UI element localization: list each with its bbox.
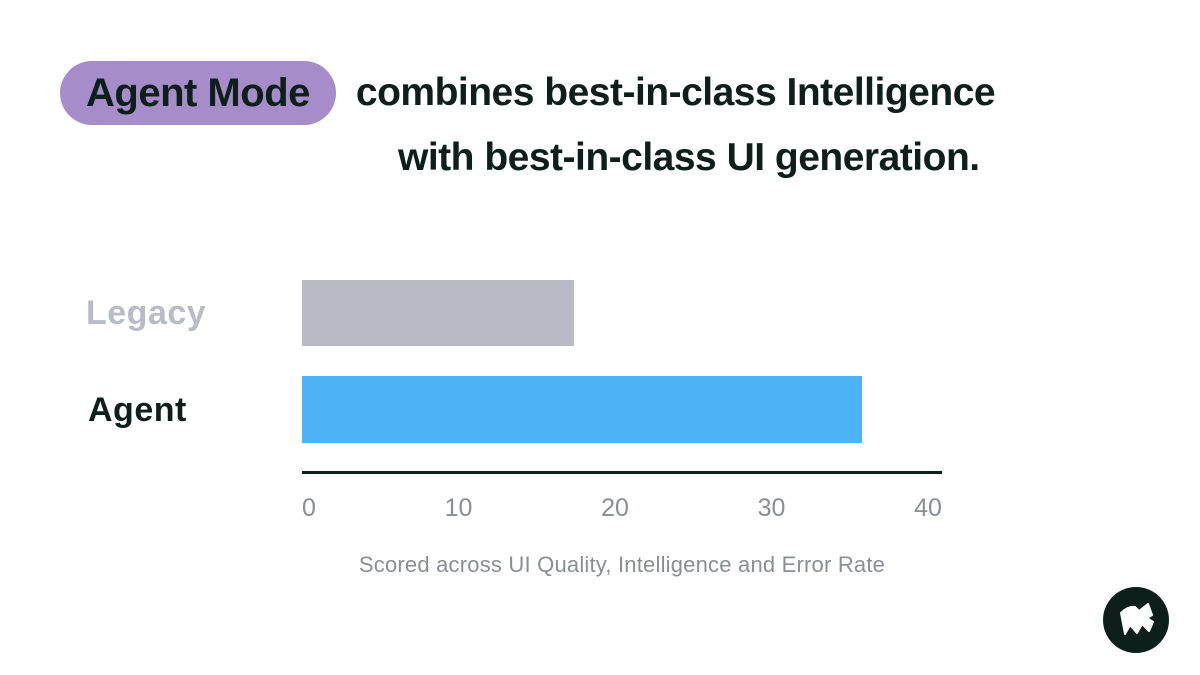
x-axis-line [302, 471, 942, 474]
x-axis-ticks: 0 10 20 30 40 [302, 494, 942, 523]
header-row: Agent Mode combines best-in-class Intell… [60, 61, 1160, 125]
brand-logo [1103, 587, 1169, 653]
plot-area: 0 10 20 30 40 Scored across UI Quality, … [302, 280, 942, 580]
category-label-agent: Agent [88, 391, 187, 429]
bar-agent [302, 376, 862, 443]
tick-label-0: 0 [302, 494, 316, 522]
agent-mode-badge: Agent Mode [60, 61, 336, 125]
category-label-legacy: Legacy [86, 294, 207, 332]
title-line-1: combines best-in-class Intelligence [355, 71, 996, 114]
bar-legacy [302, 280, 574, 346]
chart-caption: Scored across UI Quality, Intelligence a… [358, 552, 886, 577]
tick-label-10: 10 [444, 494, 473, 522]
flag-icon [1103, 587, 1169, 653]
header: Agent Mode combines best-in-class Intell… [60, 61, 1160, 177]
tick-label-40: 40 [914, 494, 942, 522]
title-line-2: with best-in-class UI generation. [398, 136, 980, 179]
badge-label: Agent Mode [86, 70, 310, 115]
tick-label-20: 20 [601, 494, 629, 522]
tick-label-30: 30 [757, 494, 786, 522]
